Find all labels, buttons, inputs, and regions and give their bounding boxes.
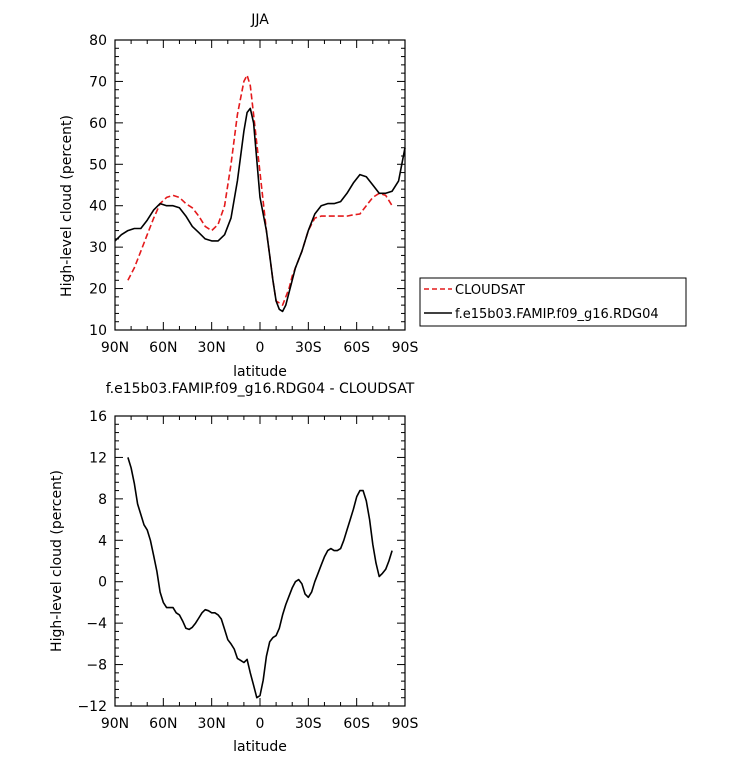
bottom-panel-y-tick-label: −12 <box>77 699 107 715</box>
top-panel-ticks: 90N 60N 30N 0 30S 60S 90S 10 20 30 40 50 60 70 80 <box>89 33 418 356</box>
top-panel-lines <box>114 74 406 313</box>
bottom-panel-y-axis-label: High-level cloud (percent) <box>49 470 65 652</box>
top-panel-x-tick-label: 30S <box>295 340 322 356</box>
top-panel-y-tick-label: 20 <box>89 282 107 298</box>
top-panel-y-axis-label: High-level cloud (percent) <box>59 115 75 297</box>
top-panel-y-tick-label: 30 <box>89 240 107 256</box>
legend: CLOUDSAT f.e15b03.FAMIP.f09_g16.RDG04 <box>419 277 687 327</box>
bottom-panel-y-tick-label: 8 <box>98 492 107 508</box>
top-panel-y-tick-label: 60 <box>89 116 107 132</box>
top-panel-y-tick-label: 70 <box>89 74 107 90</box>
top-panel-x-tick-label: 90S <box>392 340 419 356</box>
bottom-panel-x-tick-label: 0 <box>256 716 265 732</box>
top-panel-y-tick-label: 10 <box>89 323 107 339</box>
legend-label-cloudsat: CLOUDSAT <box>455 283 525 298</box>
bottom-panel-frame <box>114 415 406 707</box>
top-panel-x-tick-label: 30N <box>198 340 226 356</box>
bottom-panel: f.e15b03.FAMIP.f09_g16.RDG04 - CLOUDSAT … <box>49 381 418 755</box>
bottom-panel-x-tick-label: 30N <box>198 716 226 732</box>
top-panel-series-line-cloudsat <box>127 74 393 306</box>
bottom-panel-title: f.e15b03.FAMIP.f09_g16.RDG04 - CLOUDSAT <box>106 381 415 397</box>
bottom-panel-x-tick-label: 60S <box>343 716 370 732</box>
top-panel-y-tick-label: 50 <box>89 157 107 173</box>
top-panel-x-tick-label: 60S <box>343 340 370 356</box>
bottom-panel-y-tick-label: 0 <box>98 575 107 591</box>
top-panel-x-tick-label: 0 <box>256 340 265 356</box>
top-panel-y-tick-label: 40 <box>89 199 107 215</box>
bottom-panel-y-tick-label: −4 <box>86 616 107 632</box>
top-panel-y-tick-label: 80 <box>89 33 107 49</box>
top-panel: JJA High-level cloud (percent) latitude … <box>59 12 418 380</box>
top-panel-x-tick-label: 90N <box>101 340 129 356</box>
bottom-panel-x-axis-label: latitude <box>233 739 287 755</box>
bottom-panel-x-tick-label: 30S <box>295 716 322 732</box>
bottom-panel-y-tick-label: 4 <box>98 533 107 549</box>
bottom-panel-lines <box>127 457 393 699</box>
legend-label-model: f.e15b03.FAMIP.f09_g16.RDG04 <box>455 307 659 322</box>
bottom-panel-x-tick-label: 90S <box>392 716 419 732</box>
top-panel-frame <box>114 39 406 331</box>
bottom-panel-y-tick-label: −8 <box>86 658 107 674</box>
bottom-panel-x-tick-label: 90N <box>101 716 129 732</box>
bottom-panel-y-tick-label: 12 <box>89 450 107 466</box>
top-panel-x-tick-label: 60N <box>149 340 177 356</box>
top-panel-title: JJA <box>250 12 269 28</box>
top-panel-x-axis-label: latitude <box>233 364 287 380</box>
bottom-panel-series-line-difference <box>127 457 393 699</box>
bottom-panel-y-tick-label: 16 <box>89 409 107 425</box>
bottom-panel-x-tick-label: 60N <box>149 716 177 732</box>
top-panel-series-line-f-e15b03-famip-f09-g16-rdg04 <box>114 107 406 313</box>
legend-box <box>419 277 687 327</box>
